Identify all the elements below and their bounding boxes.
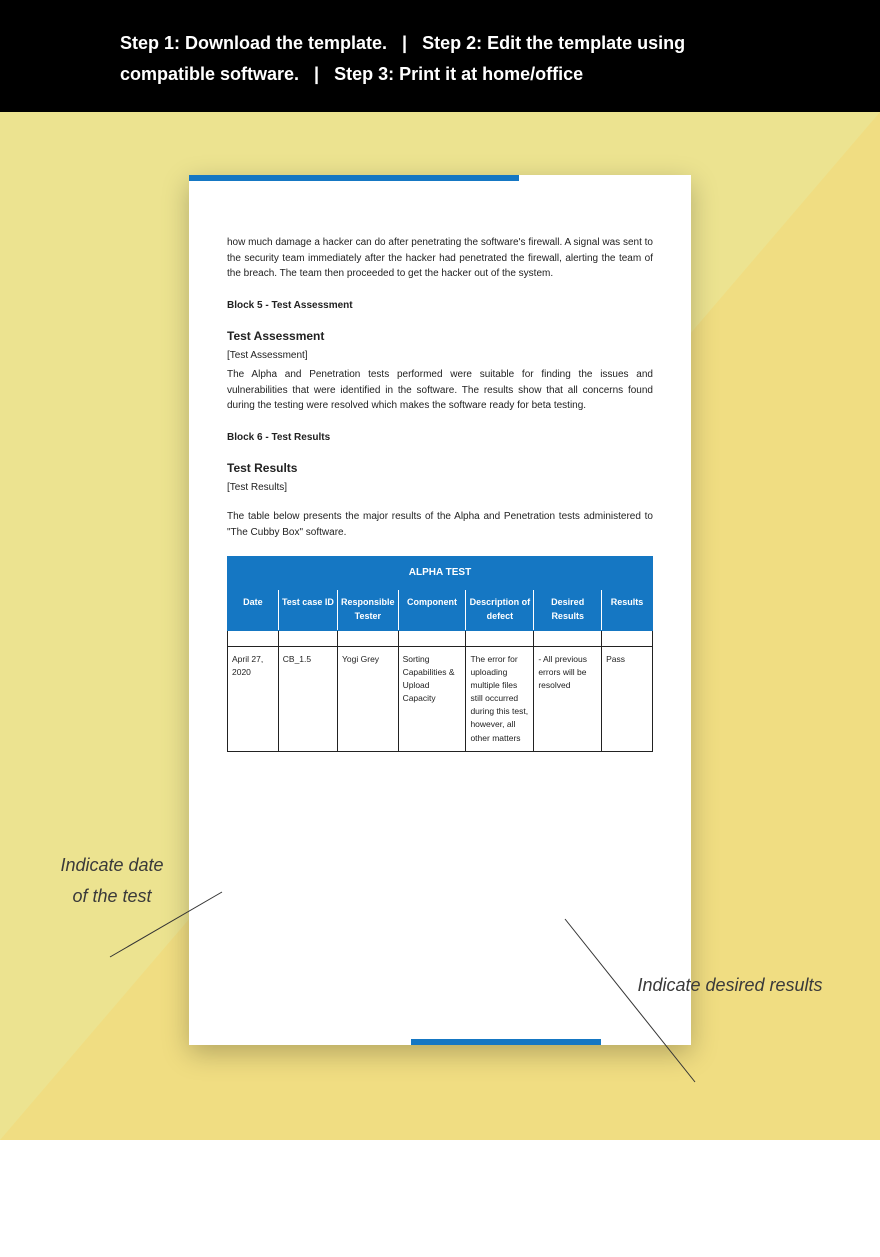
- doc-top-stripe: [189, 175, 519, 181]
- table-title-row: ALPHA TEST: [228, 557, 653, 590]
- col-defect: Description of defect: [466, 589, 534, 630]
- col-tester: Responsible Tester: [338, 589, 399, 630]
- annotation-left-text: Indicate date of the test: [60, 855, 163, 906]
- table-empty-row: [228, 630, 653, 646]
- document-content: how much damage a hacker can do after pe…: [189, 175, 691, 772]
- col-desired: Desired Results: [534, 589, 602, 630]
- annotation-right-text: Indicate desired results: [637, 975, 822, 995]
- doc-bottom-stripe: [411, 1039, 601, 1045]
- col-results: Results: [602, 589, 653, 630]
- alpha-test-table: ALPHA TEST Date Test case ID Responsible…: [227, 556, 653, 752]
- assessment-heading: Test Assessment: [227, 327, 653, 346]
- results-bracket: [Test Results]: [227, 480, 653, 496]
- table-data-row: April 27, 2020 CB_1.5 Yogi Grey Sorting …: [228, 646, 653, 751]
- assessment-text: The Alpha and Penetration tests performe…: [227, 367, 653, 414]
- block5-label: Block 5 - Test Assessment: [227, 298, 653, 314]
- intro-paragraph: how much damage a hacker can do after pe…: [227, 235, 653, 282]
- annotation-right: Indicate desired results: [630, 970, 830, 1001]
- col-component: Component: [398, 589, 466, 630]
- col-test-case-id: Test case ID: [278, 589, 337, 630]
- instructions-text: Step 1: Download the template. | Step 2:…: [120, 33, 685, 84]
- cell-component: Sorting Capabilities & Upload Capacity: [398, 646, 466, 751]
- cell-date: April 27, 2020: [228, 646, 279, 751]
- cell-tester: Yogi Grey: [338, 646, 399, 751]
- assessment-bracket: [Test Assessment]: [227, 348, 653, 364]
- cell-test-case-id: CB_1.5: [278, 646, 337, 751]
- cell-defect: The error for uploading multiple files s…: [466, 646, 534, 751]
- results-intro: The table below presents the major resul…: [227, 509, 653, 540]
- block6-label: Block 6 - Test Results: [227, 430, 653, 446]
- document-page: how much damage a hacker can do after pe…: [189, 175, 691, 1045]
- annotation-left: Indicate date of the test: [52, 850, 172, 911]
- cell-results: Pass: [602, 646, 653, 751]
- col-date: Date: [228, 589, 279, 630]
- table-header-row: Date Test case ID Responsible Tester Com…: [228, 589, 653, 630]
- cell-desired: - All previous errors will be resolved: [534, 646, 602, 751]
- table-title: ALPHA TEST: [228, 557, 653, 590]
- instructions-bar: Step 1: Download the template. | Step 2:…: [0, 0, 880, 117]
- results-heading: Test Results: [227, 459, 653, 478]
